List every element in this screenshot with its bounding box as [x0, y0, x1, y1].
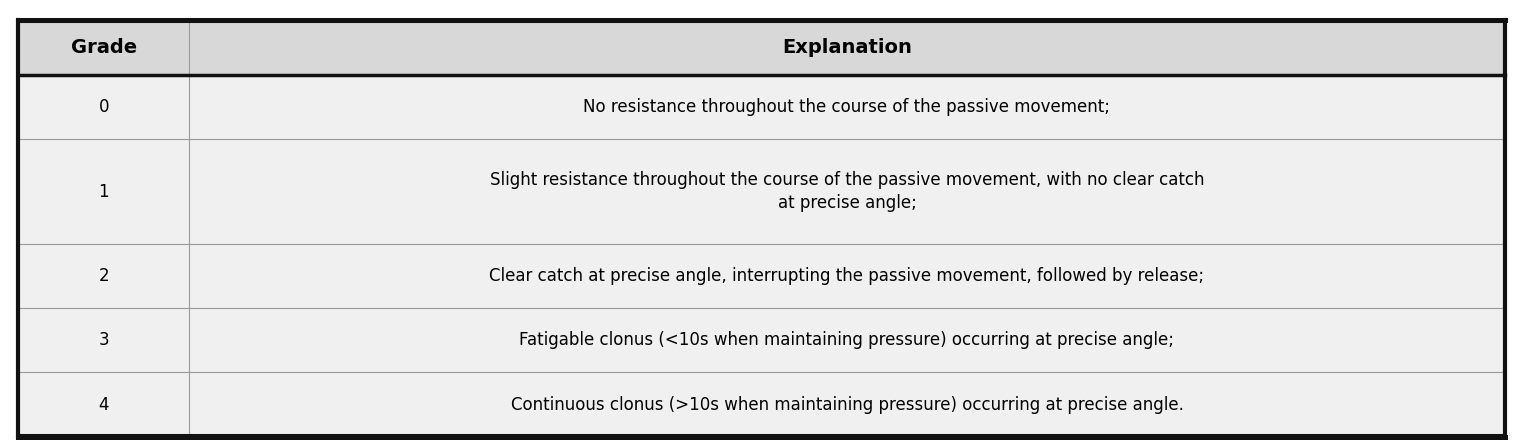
Text: No resistance throughout the course of the passive movement;: No resistance throughout the course of t… — [583, 98, 1110, 116]
Text: 3: 3 — [99, 331, 110, 349]
Text: Explanation: Explanation — [781, 38, 912, 57]
Text: Continuous clonus (>10s when maintaining pressure) occurring at precise angle.: Continuous clonus (>10s when maintaining… — [510, 396, 1183, 414]
Text: Grade: Grade — [70, 38, 137, 57]
Text: 4: 4 — [99, 396, 110, 414]
Text: 2: 2 — [99, 267, 110, 285]
Text: 0: 0 — [99, 98, 110, 116]
Text: 1: 1 — [99, 182, 110, 201]
Text: Clear catch at precise angle, interrupting the passive movement, followed by rel: Clear catch at precise angle, interrupti… — [489, 267, 1205, 285]
Text: Fatigable clonus (<10s when maintaining pressure) occurring at precise angle;: Fatigable clonus (<10s when maintaining … — [519, 331, 1174, 349]
Text: Slight resistance throughout the course of the passive movement, with no clear c: Slight resistance throughout the course … — [490, 171, 1205, 212]
